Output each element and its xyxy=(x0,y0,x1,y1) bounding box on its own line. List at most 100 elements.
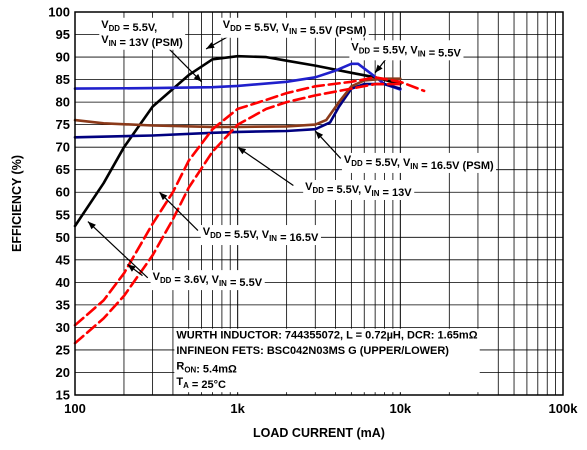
curve-label-text: VDD = 5.5V, VIN = 16.5V xyxy=(203,226,319,244)
y-tick-label: 100 xyxy=(48,5,70,20)
y-tick-label: 80 xyxy=(56,95,70,110)
series-line-vdd55-vin55 xyxy=(73,82,402,139)
text-run: V xyxy=(223,19,231,31)
text-run: = 5.5V xyxy=(426,47,462,59)
curve-label: VDD = 3.6V, VIN = 5.5V xyxy=(150,270,265,291)
y-tick-label: 20 xyxy=(56,365,70,380)
label-background xyxy=(303,179,415,200)
subscript: DD xyxy=(351,159,363,168)
text-run: = 16.5V xyxy=(277,232,319,244)
series-line-vdd55-vin165 xyxy=(73,82,402,345)
label-background xyxy=(349,40,464,61)
y-tick-label: 25 xyxy=(56,342,70,357)
y-tick-label: 95 xyxy=(56,27,70,42)
note-line: WURTH INDUCTOR: 744355072, L = 0.72µH, D… xyxy=(176,330,477,342)
note-line: RON: 5.4mΩ xyxy=(176,361,237,376)
label-background xyxy=(341,152,497,173)
arrow-head xyxy=(127,264,136,272)
label-background xyxy=(200,225,321,246)
arrow-head xyxy=(159,192,168,201)
curve-label: VDD = 5.5V, VIN = 5.5V xyxy=(349,40,464,61)
curve-label: VDD = 5.5V, VIN = 5.5V (PSM) xyxy=(220,17,369,38)
label-background xyxy=(220,17,369,38)
label-background xyxy=(150,270,265,291)
y-tick-label: 55 xyxy=(56,207,70,222)
text-run: V xyxy=(305,181,313,193)
leader-arrow xyxy=(237,146,294,186)
text-run: V xyxy=(351,41,359,53)
text-run: = 25°C xyxy=(189,379,226,391)
subscript: DD xyxy=(359,46,371,55)
subscript: DD xyxy=(109,24,121,33)
x-tick-label: 10k xyxy=(389,401,411,416)
leader-arrow xyxy=(158,191,199,231)
leader-arrow xyxy=(87,221,149,279)
text-run: = 5.5V, V xyxy=(242,22,290,34)
y-tick-label: 35 xyxy=(56,297,70,312)
subscript: DD xyxy=(313,186,325,195)
y-tick-label: 85 xyxy=(56,72,70,87)
y-tick-label: 40 xyxy=(56,275,70,290)
subscript: DD xyxy=(230,24,242,33)
x-axis-label: LOAD CURRENT (mA) xyxy=(253,426,385,440)
curve-label: VDD = 5.5V,VIN = 13V (PSM) xyxy=(99,17,186,50)
text-run: INFINEON FETS: BSC042N03MS G (UPPER/LOWE… xyxy=(176,345,449,357)
x-tick-label: 100k xyxy=(549,401,579,416)
text-run: V xyxy=(203,226,211,238)
conditions-note: WURTH INDUCTOR: 744355072, L = 0.72µH, D… xyxy=(174,328,480,393)
y-tick-label: 90 xyxy=(56,50,70,65)
text-run: : 5.4mΩ xyxy=(196,364,237,376)
y-tick-label: 60 xyxy=(56,185,70,200)
text-run: = 13V (PSM) xyxy=(116,37,183,49)
text-run: = 16.5V (PSM) xyxy=(418,160,494,172)
curve-label-text: VDD = 5.5V, VIN = 16.5V (PSM) xyxy=(344,154,494,172)
y-tick-label: 15 xyxy=(56,388,70,403)
text-run: V xyxy=(101,34,109,46)
y-tick-label: 65 xyxy=(56,162,70,177)
y-tick-label: 45 xyxy=(56,252,70,267)
y-tick-label: 70 xyxy=(56,140,70,155)
curve-label: VDD = 5.5V, VIN = 16.5V (PSM) xyxy=(341,152,497,173)
subscript: IN xyxy=(418,49,426,58)
arrow-head xyxy=(315,131,324,139)
subscript: IN xyxy=(410,162,418,171)
subscript: DD xyxy=(210,231,222,240)
curve-label-text: VDD = 5.5V, VIN = 5.5V (PSM) xyxy=(223,19,367,37)
subscript: IN xyxy=(219,279,227,288)
subscript: IN xyxy=(269,234,277,243)
y-tick-label: 75 xyxy=(56,117,70,132)
arrow-head xyxy=(87,221,96,230)
text-run: = 5.5V, V xyxy=(363,157,411,169)
subscript: ON xyxy=(184,366,196,375)
series-line-vdd55-vin55-psm xyxy=(73,62,402,91)
text-run: = 13V xyxy=(379,187,412,199)
text-run: = 5.5V (PSM) xyxy=(297,25,367,37)
text-run: = 5.5V xyxy=(227,277,263,289)
y-tick-label: 30 xyxy=(56,320,70,335)
arrow-head xyxy=(206,42,215,49)
text-run: = 3.6V, V xyxy=(171,274,219,286)
x-tick-label: 100 xyxy=(64,401,86,416)
arrow-group xyxy=(87,26,394,279)
series-line-vdd55-vin13 xyxy=(73,76,426,327)
text-run: V xyxy=(344,154,352,166)
text-run: WURTH INDUCTOR: 744355072, L = 0.72µH, D… xyxy=(176,330,477,342)
note-background xyxy=(174,328,480,393)
subscript: IN xyxy=(289,27,297,36)
note-line: TA = 25°C xyxy=(176,376,226,391)
label-background xyxy=(99,17,186,50)
series-group xyxy=(73,54,426,345)
curve-label: VDD = 5.5V, VIN = 13V xyxy=(303,179,415,200)
curve-label-text: VIN = 13V (PSM) xyxy=(101,34,183,49)
y-tick-label: 50 xyxy=(56,230,70,245)
curve-label-text: VDD = 5.5V, VIN = 5.5V xyxy=(351,41,461,59)
curve-label-text: VDD = 5.5V, xyxy=(101,19,157,34)
series-line-vdd36-vin55 xyxy=(73,54,402,228)
label-group: VDD = 5.5V,VIN = 13V (PSM)VDD = 5.5V, VI… xyxy=(99,17,497,393)
arrow-head xyxy=(193,73,202,82)
text-run: = 5.5V, xyxy=(120,22,157,34)
text-run: V xyxy=(101,19,109,31)
subscript: DD xyxy=(160,276,172,285)
text-run: R xyxy=(176,361,184,373)
